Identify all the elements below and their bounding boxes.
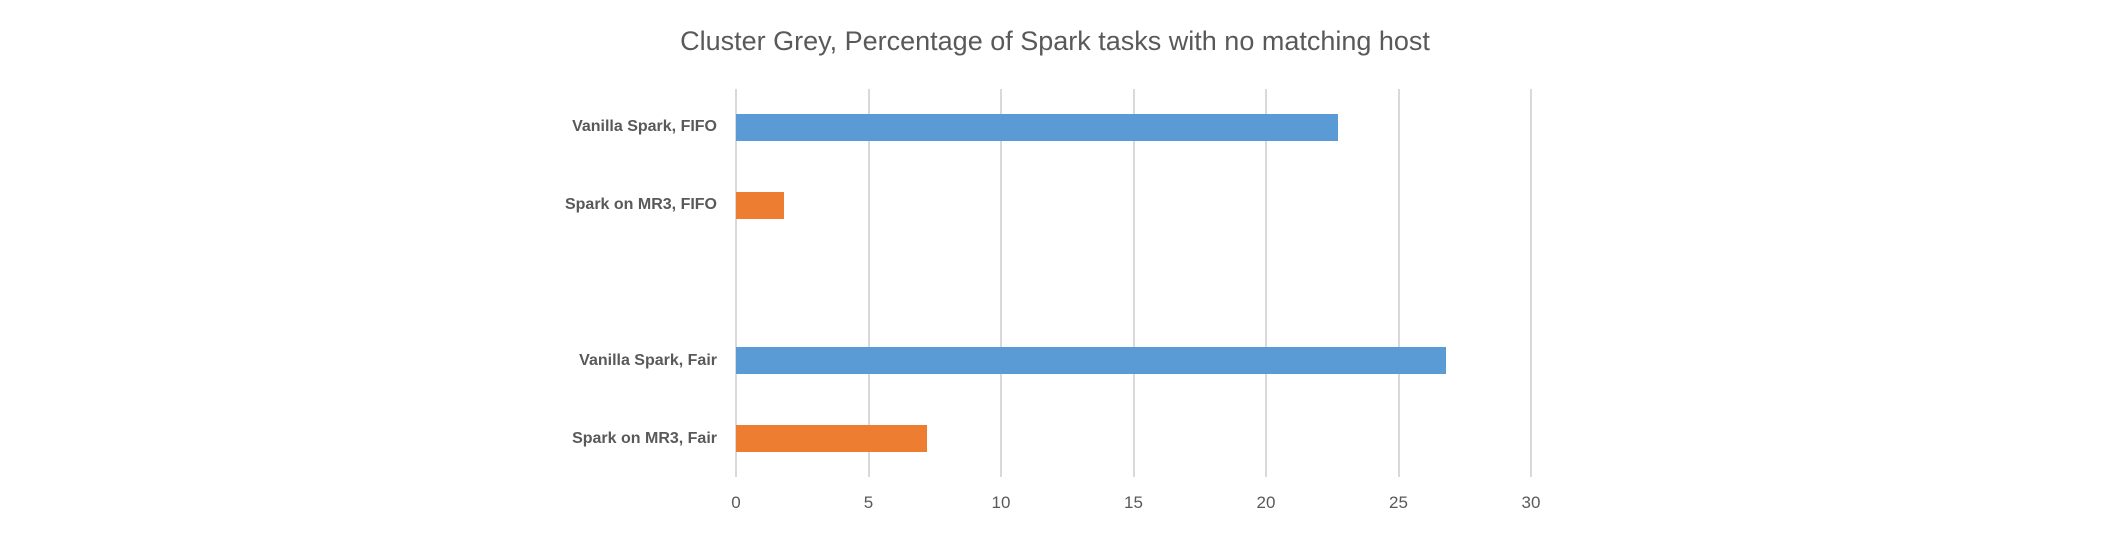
tick-label: 10 (991, 493, 1011, 512)
category-label: Vanilla Spark, Fair (579, 352, 717, 369)
bar (736, 347, 1447, 375)
gridline (735, 89, 737, 477)
tick-label: 20 (1256, 493, 1276, 512)
gridline (1397, 89, 1400, 477)
category-label: Spark on MR3, FIFO (564, 196, 717, 213)
tick-label: 0 (731, 493, 741, 512)
tick-label: 30 (1521, 493, 1541, 512)
category-axis: Vanilla Spark, FIFO Spark on MR3, FIFO V… (417, 89, 717, 477)
bar (736, 424, 927, 452)
bar (736, 114, 1338, 142)
plot-area (735, 89, 1532, 477)
chart-title: Cluster Grey, Percentage of Spark tasks … (680, 26, 1430, 56)
bar (736, 191, 784, 219)
tick-label: 25 (1389, 493, 1408, 512)
category-label: Vanilla Spark, FIFO (572, 118, 717, 135)
gridline (867, 89, 870, 477)
tick-label: 15 (1124, 493, 1143, 512)
gridline (1530, 89, 1532, 477)
gridline (1132, 89, 1135, 477)
gridline (1000, 89, 1002, 477)
category-label: Spark on MR3, Fair (572, 430, 717, 447)
gridline (1265, 89, 1267, 477)
tick-label: 5 (863, 493, 874, 512)
